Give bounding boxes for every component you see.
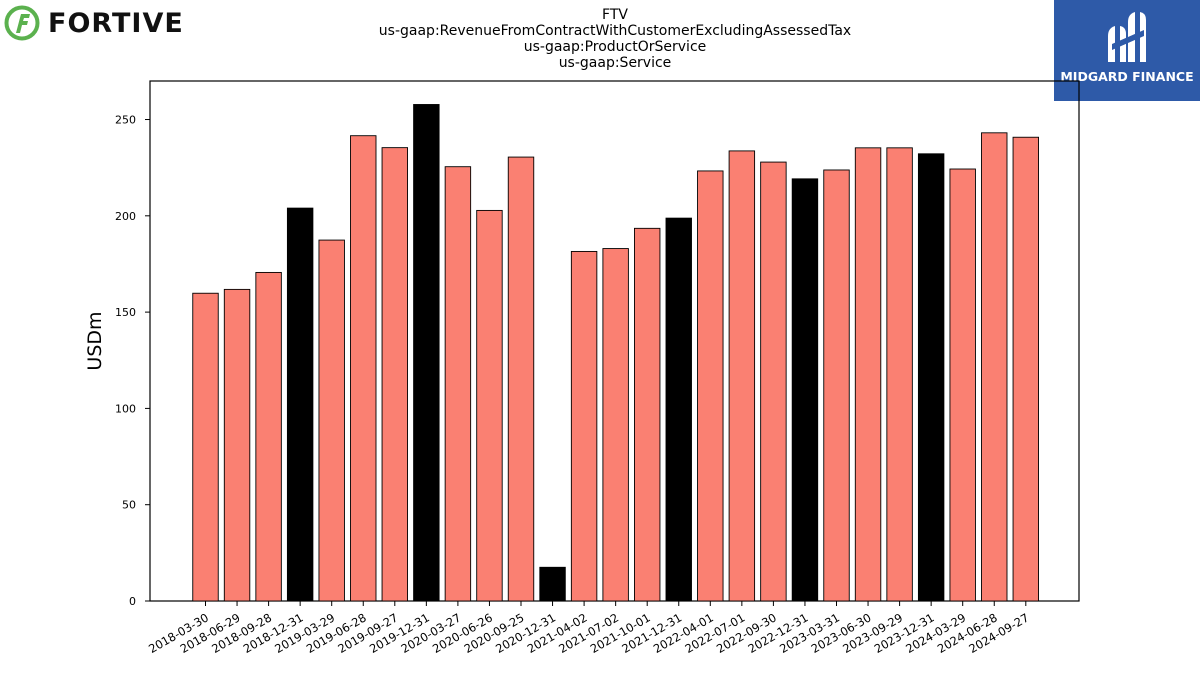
bar: [697, 170, 724, 602]
bar: [602, 248, 629, 602]
y-tick-label: 0: [129, 595, 136, 608]
midgard-mark-icon: [1108, 12, 1146, 62]
bar-series: [192, 104, 1039, 602]
bar: [791, 178, 819, 602]
bar: [318, 239, 345, 602]
bar: [728, 150, 756, 602]
chart-title-line: FTV: [602, 7, 628, 23]
bar: [539, 566, 566, 602]
bar: [917, 153, 945, 602]
bar: [1012, 136, 1039, 602]
bar: [823, 169, 850, 602]
bar: [413, 104, 440, 602]
bar: [286, 207, 314, 602]
midgard-logo-text: MIDGARD FINANCE: [1060, 69, 1194, 84]
y-axis-label: USDm: [84, 311, 106, 370]
fortive-logo: FORTIVE: [4, 4, 184, 42]
bar: [760, 161, 787, 602]
chart-title-line: us-gaap:ProductOrService: [523, 39, 707, 55]
bar: [570, 250, 598, 602]
bar: [507, 156, 535, 602]
y-tick-label: 150: [115, 306, 136, 319]
bar: [949, 168, 976, 602]
y-axis: 0 50 100 150 200 250: [115, 114, 150, 608]
midgard-finance-logo: MIDGARD FINANCE: [1054, 0, 1200, 101]
y-tick-label: 200: [115, 210, 136, 223]
bar: [665, 217, 692, 602]
bar: [350, 135, 377, 602]
chart-title-line: us-gaap:Service: [558, 55, 672, 71]
bar: [381, 147, 408, 602]
bar: [255, 271, 282, 602]
fortive-logo-text: FORTIVE: [48, 7, 184, 39]
y-tick-label: 250: [115, 114, 136, 127]
bar: [223, 288, 251, 602]
bar: [634, 227, 661, 602]
chart-title-line: us-gaap:RevenueFromContractWithCustomerE…: [378, 23, 852, 39]
y-tick-label: 100: [115, 402, 136, 415]
bar: [981, 132, 1008, 602]
bar: [854, 147, 882, 602]
bar: [886, 147, 913, 602]
x-axis: 2018-03-302018-06-292018-09-282018-12-31…: [146, 601, 1031, 656]
bar: [476, 209, 503, 602]
fortive-mark-icon: [4, 5, 40, 41]
bar: [444, 166, 472, 602]
bar: [192, 292, 219, 602]
y-tick-label: 50: [122, 499, 136, 512]
chart-title: FTV us-gaap:RevenueFromContractWithCusto…: [250, 7, 980, 71]
